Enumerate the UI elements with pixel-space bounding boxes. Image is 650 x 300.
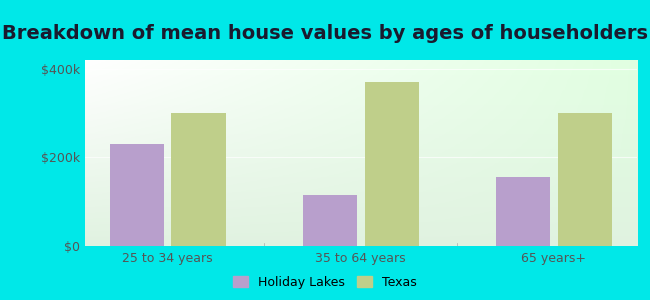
- Bar: [303, 195, 357, 246]
- Text: Breakdown of mean house values by ages of householders: Breakdown of mean house values by ages o…: [2, 24, 648, 43]
- Bar: [172, 113, 226, 246]
- Bar: [558, 113, 612, 246]
- Legend: Holiday Lakes, Texas: Holiday Lakes, Texas: [228, 271, 422, 294]
- Bar: [365, 82, 419, 246]
- Bar: [110, 144, 164, 246]
- Bar: [496, 177, 550, 246]
